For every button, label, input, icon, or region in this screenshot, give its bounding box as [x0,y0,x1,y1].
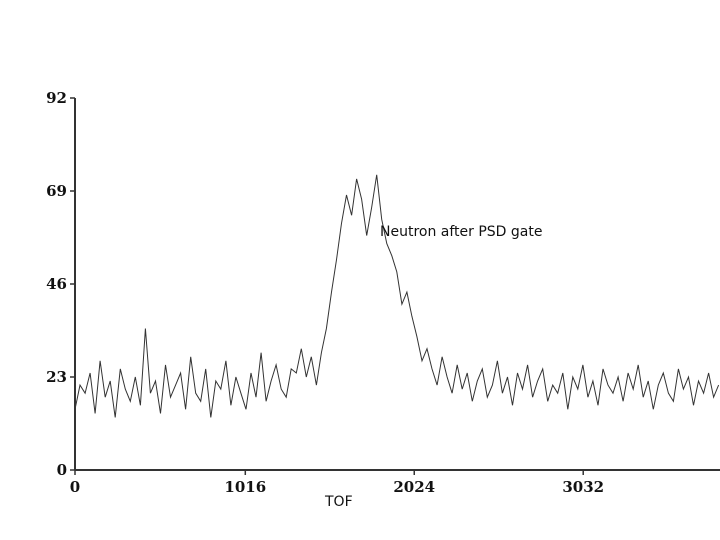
y-tick-label: 92 [46,89,67,107]
x-tick-label: 2024 [393,478,435,496]
plot-area [74,174,720,418]
x-tick-label: 0 [70,478,80,496]
y-tick-label: 23 [46,368,67,386]
x-axis-label: TOF [324,494,353,510]
y-tick-label: 46 [46,275,67,293]
x-tick-label: 1016 [224,478,266,496]
y-tick-label: 0 [57,461,67,479]
annotation-label: Neutron after PSD gate [380,224,542,240]
x-tick-label: 3032 [562,478,604,496]
axis-ticks: 0 23 46 69 92 0 1016 2024 3032 [46,89,604,496]
y-tick-label: 69 [46,182,67,200]
series-line [74,174,720,418]
